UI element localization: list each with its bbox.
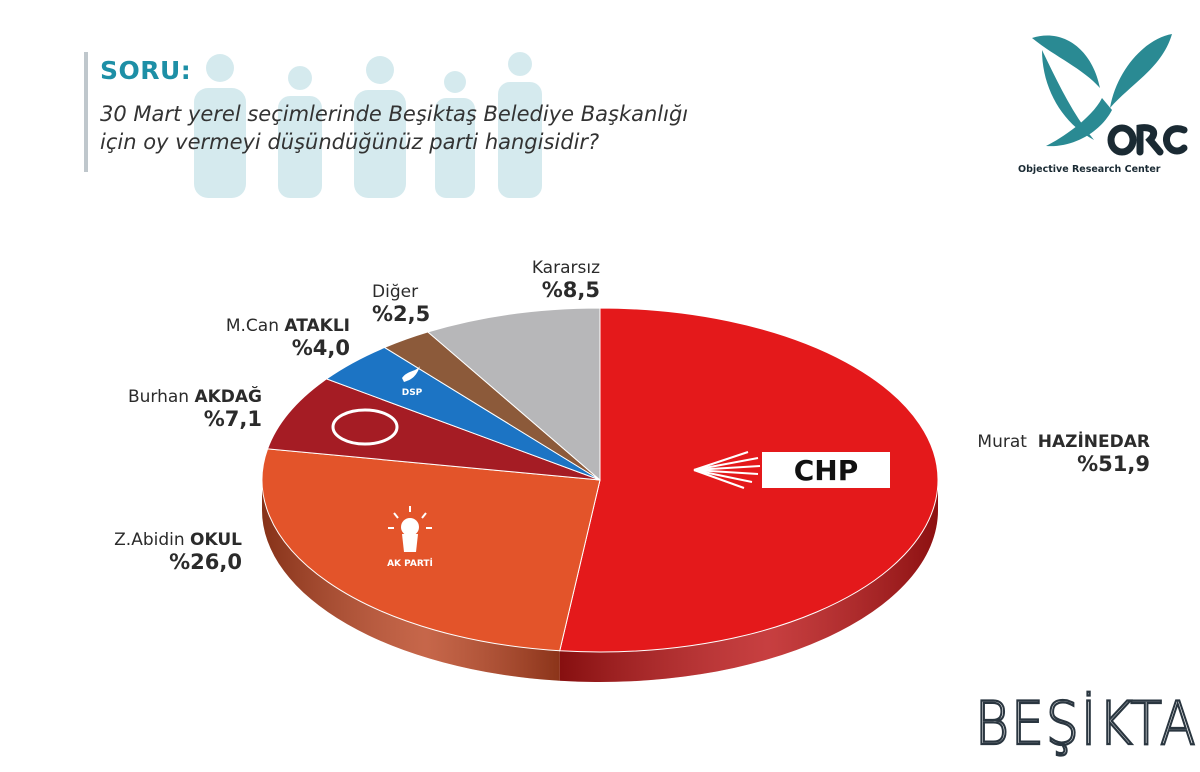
label-pct: %8,5	[541, 278, 600, 302]
label-first: Diğer	[372, 282, 419, 302]
label-pct: %2,5	[372, 302, 431, 326]
label-last: OKUL	[190, 530, 242, 550]
akp-logo: AK PARTİ	[387, 506, 433, 569]
mhp-logo	[331, 408, 399, 446]
accent-bar	[84, 52, 88, 172]
slice-side-shade-0	[559, 480, 938, 682]
question-text: 30 Mart yerel seçimlerinde Beşiktaş Bele…	[100, 100, 688, 156]
question-line-1: 30 Mart yerel seçimlerinde Beşiktaş Bele…	[100, 102, 689, 126]
chp-logo: CHP	[693, 451, 890, 489]
slice-label-diger: Diğer %2,5	[372, 282, 430, 326]
slice-label-mcan: M.Can ATAKLI %4,0	[226, 316, 350, 360]
dsp-logo-text: DSP	[402, 388, 423, 398]
question-line-2: için oy vermeyi düşündüğünüz parti hangi…	[100, 130, 600, 154]
people-watermark	[194, 52, 542, 198]
city-label: BEŞİKTAŞ	[974, 689, 1200, 760]
pie-sides	[262, 480, 938, 682]
slice-2	[266, 378, 601, 481]
question-label: SORU:	[100, 56, 192, 85]
label-last: ATAKLI	[284, 316, 350, 336]
label-first: Burhan	[127, 387, 190, 407]
label-pct: %51,9	[1077, 452, 1150, 476]
label-pct: %26,0	[169, 550, 242, 574]
akp-logo-text: AK PARTİ	[387, 558, 433, 569]
logo-subtitle: Objective Research Center	[1018, 164, 1161, 175]
slice-1	[261, 448, 601, 652]
chp-logo-text: CHP	[794, 454, 859, 487]
party-logos: CHP AK PARTİ DSP	[331, 366, 890, 569]
label-first: Murat	[977, 432, 1027, 452]
label-pct: %7,1	[203, 407, 262, 431]
label-first: Z.Abidin	[114, 530, 185, 550]
slice-side-shade-1	[262, 480, 560, 681]
orc-logo-wordmark	[1107, 124, 1188, 156]
label-first: M.Can	[225, 316, 279, 336]
orc-logo	[1032, 34, 1188, 156]
dsp-logo: DSP	[402, 366, 423, 398]
slice-5	[426, 307, 601, 482]
slice-label-burhan: Burhan AKDAĞ %7,1	[128, 387, 262, 431]
label-last: AKDAĞ	[194, 387, 262, 407]
label-last: HAZİNEDAR	[1037, 432, 1150, 452]
slice-0	[559, 307, 939, 653]
pie-top	[261, 307, 939, 653]
slice-label-zabidin: Z.Abidin OKUL %26,0	[114, 530, 242, 574]
slice-label-kararsiz: Kararsız %8,5	[532, 258, 600, 302]
slice-label-murat: Murat HAZİNEDAR %51,9	[977, 432, 1150, 476]
label-pct: %4,0	[291, 336, 350, 360]
label-first: Kararsız	[531, 258, 600, 278]
